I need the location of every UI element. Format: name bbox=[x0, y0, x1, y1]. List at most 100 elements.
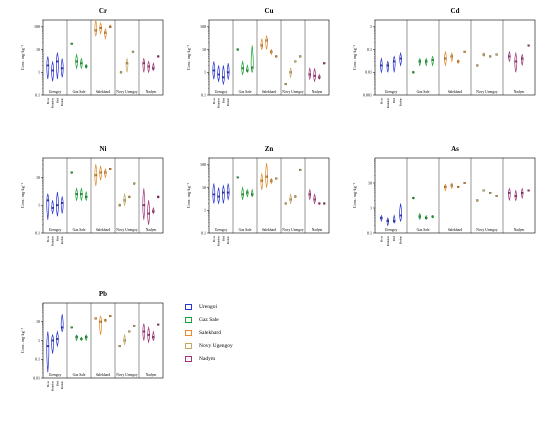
violin-rodent bbox=[60, 314, 64, 333]
median-marker bbox=[61, 202, 64, 204]
median-marker bbox=[386, 220, 389, 222]
median-marker bbox=[527, 189, 530, 192]
x-tick-label: Rodent bbox=[227, 236, 230, 244]
median-marker bbox=[152, 67, 155, 70]
violin-reindeer bbox=[386, 60, 390, 73]
median-marker bbox=[482, 189, 485, 192]
violin-rodent bbox=[60, 195, 64, 214]
median-marker bbox=[270, 179, 273, 182]
y-tick-label: 10 bbox=[36, 175, 40, 180]
group-label: Gaz Sale bbox=[239, 90, 252, 94]
group-label: Urengoy bbox=[49, 373, 62, 377]
median-marker bbox=[275, 55, 278, 58]
group-label: Novy Urengoy bbox=[282, 228, 304, 232]
median-marker bbox=[152, 336, 155, 339]
median-marker bbox=[514, 195, 517, 197]
median-marker bbox=[222, 76, 225, 79]
violin-reindeer bbox=[147, 326, 150, 344]
x-tick-label: Bird bbox=[56, 97, 59, 103]
violin-rodent bbox=[399, 203, 402, 223]
median-marker bbox=[109, 25, 112, 28]
median-marker bbox=[123, 339, 126, 342]
median-marker bbox=[51, 69, 54, 72]
y-tick-label: 100 bbox=[200, 24, 206, 29]
median-marker bbox=[482, 53, 485, 56]
median-marker bbox=[85, 336, 88, 339]
median-marker bbox=[46, 64, 49, 67]
median-marker bbox=[495, 53, 498, 56]
y-tick-label: 1 bbox=[38, 203, 40, 208]
violin-moss bbox=[46, 193, 50, 220]
median-marker bbox=[222, 191, 225, 194]
group-label: Nadym bbox=[146, 373, 157, 377]
violin-reindeer bbox=[289, 193, 292, 205]
median-marker bbox=[246, 69, 249, 72]
median-marker bbox=[270, 50, 273, 53]
group-label: Salekhard bbox=[262, 228, 277, 232]
violin-reindeer bbox=[313, 193, 316, 205]
violin-reindeer bbox=[99, 315, 103, 335]
median-marker bbox=[514, 60, 517, 63]
median-marker bbox=[109, 315, 112, 318]
legend-label: Urengoi bbox=[199, 304, 218, 310]
violin-moss bbox=[142, 188, 146, 220]
y-tick-label: 1 bbox=[370, 24, 372, 29]
median-marker bbox=[212, 193, 215, 196]
median-marker bbox=[104, 319, 107, 322]
median-marker bbox=[399, 214, 402, 217]
violin-bird bbox=[104, 28, 107, 41]
violin-rodent bbox=[226, 63, 230, 81]
median-marker bbox=[444, 57, 447, 60]
x-tick-label: Rodent bbox=[227, 98, 230, 106]
median-marker bbox=[450, 184, 453, 187]
chart-title: Zn bbox=[265, 145, 274, 153]
group-label: Nadym bbox=[312, 228, 323, 232]
median-marker bbox=[94, 29, 97, 32]
median-marker bbox=[444, 185, 447, 188]
median-marker bbox=[56, 204, 59, 207]
median-marker bbox=[80, 338, 83, 340]
group-label: Novy Urengoy bbox=[116, 228, 138, 232]
median-marker bbox=[212, 69, 215, 72]
violin-reindeer bbox=[514, 52, 518, 73]
group-label: Gaz Sale bbox=[73, 373, 86, 377]
median-marker bbox=[85, 195, 88, 198]
x-tick-label: Reindeer bbox=[387, 98, 390, 108]
median-marker bbox=[157, 195, 160, 198]
median-marker bbox=[75, 193, 78, 196]
median-marker bbox=[313, 198, 316, 201]
group-label: Gaz Sale bbox=[73, 90, 86, 94]
median-marker bbox=[99, 171, 102, 174]
y-tick-label: 0.1 bbox=[35, 230, 40, 235]
violin-bird bbox=[104, 168, 107, 179]
chart-panel-cr: Cr 0.1 1 10 100 Conc. mg·kg⁻¹ Urengoy Gaz Sale S… bbox=[20, 7, 164, 108]
plot-frame bbox=[42, 19, 164, 96]
median-marker bbox=[157, 323, 160, 326]
y-tick-label: 0.1 bbox=[367, 47, 372, 52]
violin-moss bbox=[212, 61, 216, 80]
median-marker bbox=[85, 65, 88, 68]
violin-bird bbox=[392, 55, 396, 73]
violin-reindeer bbox=[123, 192, 126, 207]
x-tick-label: Moss bbox=[47, 381, 50, 387]
y-axis-label: Conc. mg·kg⁻¹ bbox=[186, 44, 191, 70]
legend-label: Nadym bbox=[199, 356, 216, 362]
violin-reindeer bbox=[241, 60, 244, 76]
median-marker bbox=[70, 171, 73, 174]
violin-moss bbox=[508, 187, 511, 201]
median-marker bbox=[251, 193, 254, 196]
median-marker bbox=[260, 44, 263, 47]
violin-bird bbox=[80, 57, 83, 70]
median-marker bbox=[94, 317, 97, 320]
median-marker bbox=[260, 179, 263, 182]
violin-moss bbox=[308, 66, 312, 81]
median-marker bbox=[527, 44, 530, 47]
violin-moss bbox=[94, 164, 98, 186]
violin-moss bbox=[94, 19, 98, 37]
x-tick-label: Reindeer bbox=[387, 236, 390, 246]
group-label: Salekhard bbox=[96, 373, 111, 377]
plot-frame bbox=[374, 19, 536, 96]
group-label: Salekhard bbox=[448, 228, 463, 232]
chart-title: Pb bbox=[99, 290, 107, 298]
median-marker bbox=[313, 74, 316, 77]
